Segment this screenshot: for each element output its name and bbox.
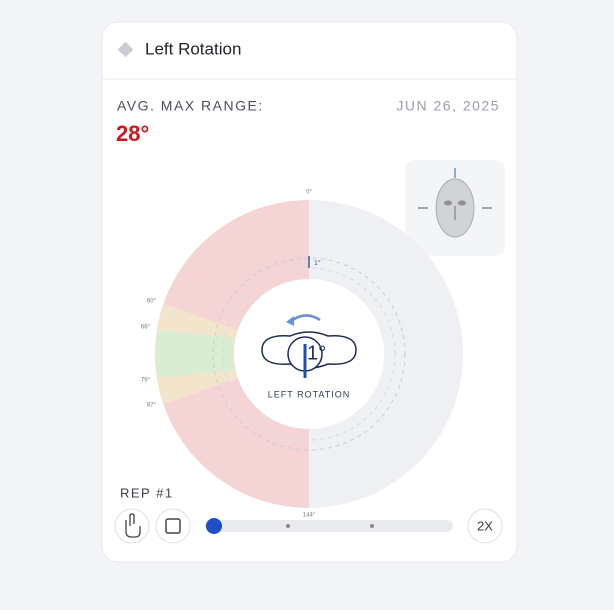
dashed-ring <box>222 267 396 441</box>
summary-date: JUN 26, 2025 <box>396 98 500 114</box>
bottom-label: 144° <box>303 513 316 519</box>
header-icon <box>117 41 134 58</box>
stop-button[interactable] <box>155 508 191 544</box>
side-label: 79° <box>141 378 151 384</box>
slider-dot <box>286 524 290 528</box>
stop-icon <box>165 518 181 534</box>
summary-label: AVG. MAX RANGE: <box>117 98 264 114</box>
top-label: 0° <box>306 190 312 196</box>
slider-track[interactable] <box>205 520 453 532</box>
hand-button[interactable] <box>114 508 150 544</box>
current-value: 1° <box>307 342 326 364</box>
eye <box>458 200 466 206</box>
band-good <box>155 330 235 378</box>
card-title: Left Rotation <box>145 39 241 58</box>
side-label: 87° <box>147 403 157 409</box>
marker-label: 1° <box>314 259 321 267</box>
hand-icon <box>125 513 141 538</box>
arrow-head <box>286 316 294 326</box>
eye <box>444 200 452 206</box>
rep-label: REP #1 <box>120 485 174 500</box>
dial-caption: LEFT ROTATION <box>268 389 351 399</box>
speed-label: 2X <box>477 518 493 533</box>
slider-knob[interactable] <box>206 518 222 534</box>
range-right <box>309 200 463 508</box>
slider-dot <box>370 524 374 528</box>
summary-value: 28° <box>116 121 149 146</box>
side-label: 60° <box>147 299 157 305</box>
side-label: 66° <box>141 325 151 331</box>
speed-button[interactable] <box>467 508 503 544</box>
